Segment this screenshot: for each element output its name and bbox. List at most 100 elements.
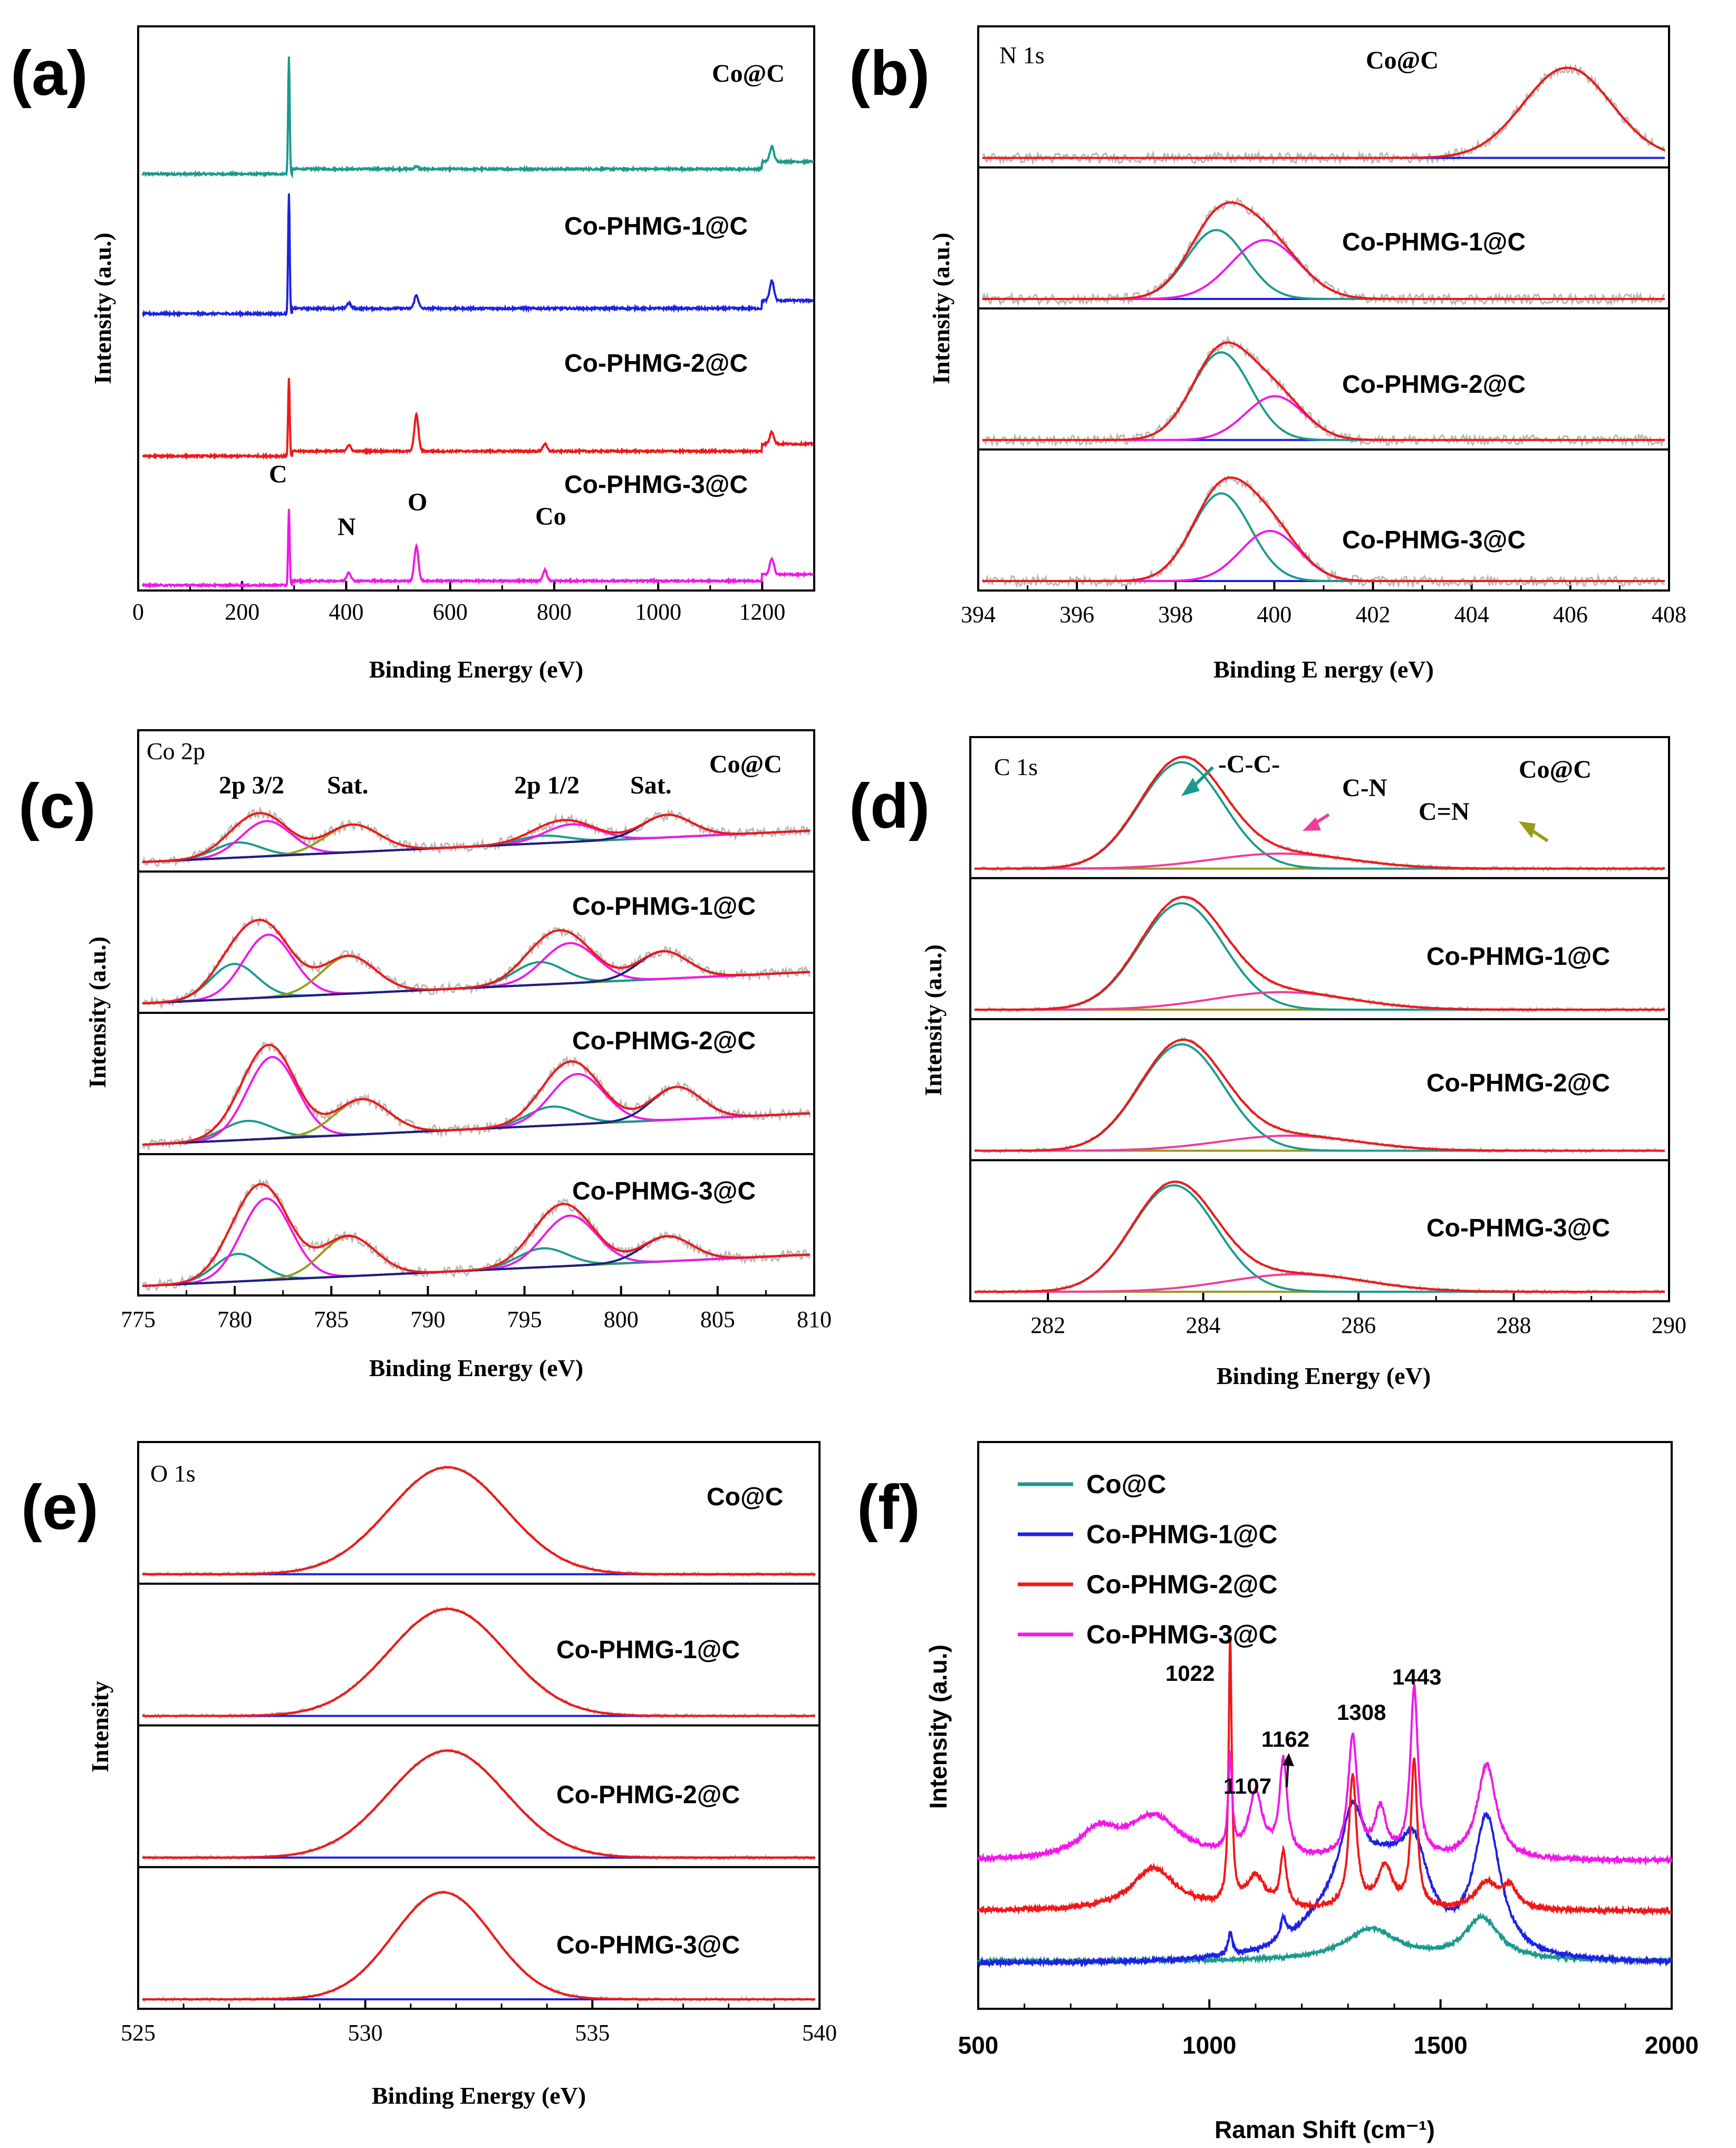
component-phmg1-3 [142, 961, 811, 1004]
envelope-co-c [142, 1466, 815, 1575]
panel-e-tick-label: 525 [121, 2020, 156, 2046]
panel-d-letter: (d) [849, 771, 930, 841]
panel-b-tick-label: 406 [1553, 602, 1588, 627]
legend-label-phmg3: Co-PHMG-3@C [1086, 1620, 1278, 1649]
panel-b-tick-label: 394 [961, 602, 996, 627]
component-phmg2-0 [982, 351, 1665, 441]
panel-f-letter: (f) [857, 1472, 920, 1543]
panel-f-peak-1308: 1308 [1337, 1700, 1386, 1725]
panel-d-annot-c-eq-n: C=N [1419, 798, 1470, 826]
raw-data-phmg1 [981, 197, 1665, 307]
raw-data-phmg2 [142, 1041, 811, 1152]
panel-b-letter: (b) [849, 38, 930, 109]
panel-a-xlabel: Binding Energy (eV) [369, 656, 583, 683]
panel-b-title: N 1s [999, 42, 1045, 69]
envelope-phmg1 [982, 201, 1665, 300]
panel-b-label-phmg3: Co-PHMG-3@C [1342, 526, 1526, 554]
envelope-phmg1 [142, 918, 811, 1004]
panel-f-peak-1443: 1443 [1392, 1665, 1441, 1689]
panel-f-frame [977, 1441, 1673, 2010]
envelope-phmg2 [142, 1749, 815, 1859]
panel-b-label-co-c: Co@C [1366, 46, 1439, 74]
panel-c-tick-label: 785 [314, 1307, 349, 1332]
panel-f-tick-label: 2000 [1645, 2031, 1699, 2059]
panel-d-ylabel: Intensity (a.u.) [920, 944, 947, 1096]
panel-e-label-phmg1: Co-PHMG-1@C [556, 1636, 740, 1664]
panel-c-label-phmg1: Co-PHMG-1@C [572, 893, 756, 921]
panel-d-tick-label: 288 [1497, 1312, 1531, 1338]
panel-b-ylabel: Intensity (a.u.) [928, 233, 954, 384]
panel-c-tick-label: 780 [217, 1307, 252, 1332]
component-phmg3-0 [982, 492, 1665, 582]
panel-a-label-phmg1: Co-PHMG-1@C [564, 212, 748, 240]
envelope-phmg2 [142, 1043, 811, 1146]
panel-d-title: C 1s [994, 753, 1038, 780]
panel-f-ylabel: Intensity (a.u.) [924, 1644, 952, 1809]
component-phmg2-4 [142, 1072, 811, 1146]
panel-f-peak-1107: 1107 [1223, 1774, 1271, 1798]
panel-a-tick-label: 600 [433, 599, 468, 625]
raman-phmg1 [977, 1798, 1673, 1969]
panel-e-ylabel: Intensity [86, 1681, 113, 1773]
panel-b-tick-label: 404 [1454, 602, 1489, 627]
panel-d-xlabel: Binding Energy (eV) [1217, 1362, 1431, 1389]
envelope-phmg1 [975, 896, 1665, 1011]
panel-a: (a) 0 200 400 600 800 1000 1200 Co@C Co-PHMG-1… [11, 25, 815, 683]
panel-d-label-phmg3: Co-PHMG-3@C [1426, 1214, 1610, 1242]
panel-c-label-co-c: Co@C [709, 750, 782, 778]
panel-c-tick-label: 810 [797, 1307, 832, 1332]
panel-c-tick-label: 775 [121, 1307, 156, 1332]
panel-a-annot-co: Co [535, 502, 566, 530]
panel-e-label-phmg3: Co-PHMG-3@C [556, 1931, 740, 1959]
component-phmg3-2 [142, 1235, 811, 1287]
panel-f-tick-label: 1500 [1413, 2031, 1467, 2059]
component-phmg1-1 [142, 933, 811, 1004]
panel-b-tick-label: 398 [1158, 602, 1193, 627]
envelope-phmg2 [982, 341, 1665, 441]
envelope-phmg3 [142, 1183, 811, 1287]
panel-d-label-phmg2: Co-PHMG-2@C [1426, 1069, 1610, 1097]
component-co-c-5 [142, 814, 811, 863]
annot-arrowhead-cc [1181, 778, 1200, 796]
legend-label-co-c: Co@C [1086, 1469, 1166, 1499]
panel-c-peak-2p12: 2p 1/2 [514, 771, 580, 799]
panel-d-label-co-c: Co@C [1519, 756, 1592, 783]
panel-c-tick-label: 790 [410, 1307, 445, 1332]
panel-c-label-phmg2: Co-PHMG-2@C [572, 1027, 756, 1055]
panel-a-tick-label: 400 [329, 599, 363, 625]
panel-a-letter: (a) [11, 38, 88, 109]
panel-e-tick-label: 535 [575, 2020, 610, 2046]
panel-d-tick-label: 290 [1652, 1312, 1686, 1338]
envelope-phmg1 [142, 1608, 815, 1717]
component-phmg1-1 [982, 239, 1665, 300]
panel-d-body: 282 284 286 288 290 [970, 756, 1686, 1338]
panel-a-annot-n: N [337, 513, 356, 541]
annot-arrowhead-c-eq-n [1519, 821, 1536, 838]
component-phmg2-5 [142, 1086, 811, 1146]
panel-c-ylabel: Intensity (a.u.) [84, 936, 111, 1088]
panel-a-annot-c: C [269, 460, 287, 488]
panel-e: (e) 525 530 535 540 O 1s Co@C Co-PHMG-1@C C… [21, 1441, 837, 2109]
component-phmg3-1 [142, 1197, 811, 1287]
panel-c-peak-sat2: Sat. [630, 771, 672, 799]
panel-d-annot-cn: C-N [1342, 774, 1387, 802]
component-phmg3-1 [982, 529, 1665, 582]
panel-f-tick-label: 1000 [1182, 2031, 1236, 2059]
panel-a-frame [137, 25, 815, 592]
panel-f-arrowhead [1282, 1753, 1294, 1766]
panel-a-tick-label: 1000 [635, 599, 681, 625]
panel-f-legend: Co@C Co-PHMG-1@C Co-PHMG-2@C Co-PHMG-3@C [1018, 1469, 1278, 1649]
panel-c-label-phmg3: Co-PHMG-3@C [572, 1177, 756, 1205]
panel-a-ylabel: Intensity (a.u.) [89, 233, 116, 384]
panel-f-peak-1022: 1022 [1165, 1661, 1214, 1686]
panel-a-label-phmg2: Co-PHMG-2@C [564, 350, 748, 378]
panel-c-letter: (c) [18, 771, 96, 841]
panel-e-tick-label: 530 [348, 2020, 383, 2046]
component-phmg2-1 [982, 395, 1665, 441]
panel-e-label-phmg2: Co-PHMG-2@C [556, 1781, 740, 1809]
panel-e-xlabel: Binding Energy (eV) [372, 2082, 586, 2109]
panel-a-tick-label: 0 [132, 599, 144, 625]
panel-a-series [141, 56, 814, 589]
envelope-co-c [975, 756, 1665, 870]
envelope-phmg3 [975, 1181, 1665, 1293]
